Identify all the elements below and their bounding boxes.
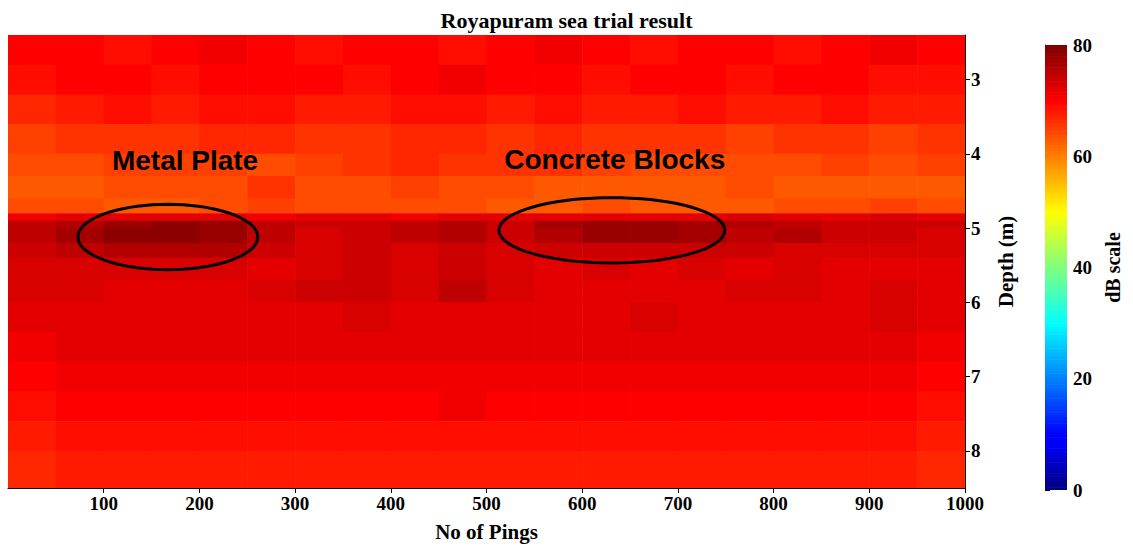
svg-text:900: 900 (855, 493, 884, 514)
svg-text:80: 80 (1073, 35, 1092, 56)
svg-text:Royapuram sea trial result: Royapuram sea trial result (441, 8, 694, 33)
svg-text:dB scale: dB scale (1102, 232, 1124, 303)
svg-text:400: 400 (377, 493, 406, 514)
svg-text:Depth (m): Depth (m) (994, 216, 1018, 308)
svg-text:1000: 1000 (946, 493, 984, 514)
svg-text:6: 6 (971, 292, 981, 313)
svg-text:0: 0 (1073, 480, 1083, 501)
svg-text:500: 500 (472, 493, 501, 514)
svg-text:800: 800 (759, 493, 788, 514)
svg-text:Concrete Blocks: Concrete Blocks (504, 144, 725, 175)
svg-text:7: 7 (971, 366, 981, 387)
svg-text:3: 3 (971, 69, 981, 90)
svg-text:40: 40 (1073, 257, 1092, 278)
svg-text:5: 5 (971, 218, 981, 239)
svg-text:600: 600 (568, 493, 597, 514)
svg-text:60: 60 (1073, 146, 1092, 167)
svg-text:700: 700 (664, 493, 693, 514)
svg-text:Metal Plate: Metal Plate (112, 145, 258, 176)
svg-text:20: 20 (1073, 368, 1092, 389)
svg-text:8: 8 (971, 440, 981, 461)
svg-text:300: 300 (281, 493, 310, 514)
svg-text:200: 200 (185, 493, 214, 514)
svg-text:No of Pings: No of Pings (435, 520, 538, 544)
svg-text:4: 4 (971, 143, 981, 164)
svg-text:100: 100 (89, 493, 118, 514)
